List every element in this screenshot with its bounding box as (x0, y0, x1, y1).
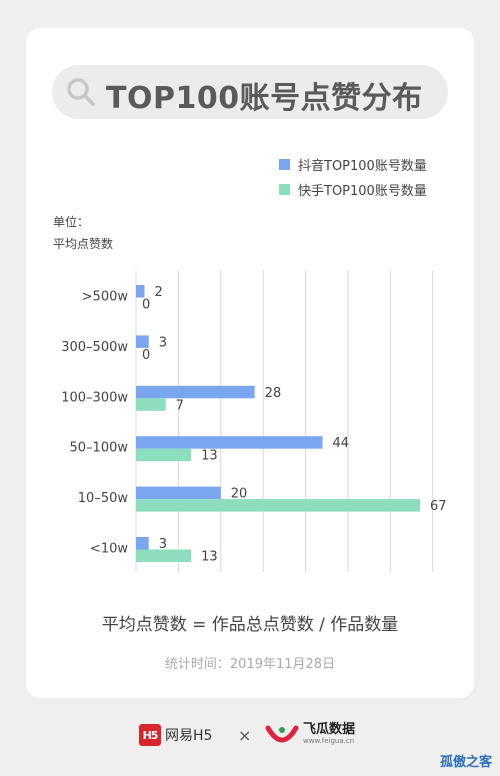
category-label-1: 300–500w (61, 340, 128, 355)
legend-item-kuaishou: 快手TOP100账号数量 (279, 180, 427, 199)
bar-douyin-5 (136, 537, 149, 550)
feigua-name: 飞瓜数据 (303, 721, 356, 737)
bar-kuaishou-4 (136, 499, 420, 512)
category-label-0: >500w (82, 290, 129, 305)
category-label-5: <10w (90, 542, 128, 557)
netease-h5-text: 网易H5 (165, 728, 213, 744)
value-label-douyin-5: 3 (159, 537, 167, 552)
watermark: 孤傲之客 (439, 755, 492, 770)
stat-date: 统计时间：2019年11月28日 (164, 657, 336, 672)
netease-h5-logo: H5 网易H5 (139, 724, 212, 746)
legend-label-kuaishou: 快手TOP100账号数量 (298, 183, 427, 199)
unit-label-line2: 平均点赞数 (53, 237, 114, 251)
search-icon (67, 78, 95, 106)
chart-card (26, 28, 474, 698)
category-label-4: 10–50w (78, 491, 129, 506)
footer: H5 网易H5 × 飞瓜数据 www.feigua.cn (0, 722, 500, 752)
formula-text: 平均点赞数 = 作品总点赞数 / 作品数量 (101, 615, 399, 635)
feigua-logo: 飞瓜数据 www.feigua.cn (265, 722, 355, 746)
value-label-douyin-0: 2 (154, 285, 162, 300)
legend-item-douyin: 抖音TOP100账号数量 (279, 155, 427, 174)
unit-label-line1: 单位： (53, 215, 90, 229)
chart-title: TOP100账号点赞分布 (106, 81, 423, 116)
value-label-douyin-1: 3 (159, 335, 167, 350)
bar-kuaishou-2 (136, 398, 166, 411)
value-label-douyin-2: 28 (265, 386, 282, 401)
value-label-kuaishou-1: 0 (142, 348, 150, 363)
feigua-url: www.feigua.cn (303, 736, 355, 745)
legend-label-douyin: 抖音TOP100账号数量 (298, 158, 427, 174)
bar-douyin-1 (136, 335, 149, 348)
value-label-douyin-4: 20 (231, 487, 248, 502)
value-label-kuaishou-3: 13 (201, 449, 218, 464)
bar-douyin-3 (136, 436, 323, 449)
category-label-2: 100–300w (61, 390, 128, 405)
legend-swatch-kuaishou (279, 183, 290, 195)
value-label-kuaishou-5: 13 (201, 550, 218, 565)
separator-cross: × (238, 726, 252, 745)
value-label-kuaishou-2: 7 (176, 398, 184, 413)
value-label-kuaishou-4: 67 (430, 499, 447, 514)
bar-douyin-2 (136, 385, 255, 399)
bar-douyin-0 (136, 285, 145, 298)
bar-kuaishou-5 (136, 549, 192, 562)
category-label-3: 50–100w (70, 441, 129, 456)
value-label-kuaishou-0: 0 (142, 298, 150, 313)
title-pill: TOP100账号点赞分布 (52, 65, 448, 119)
bar-kuaishou-3 (136, 448, 192, 462)
bar-douyin-4 (136, 486, 221, 500)
feigua-icon (265, 725, 299, 743)
legend-swatch-douyin (279, 158, 290, 170)
netease-h5-mark: H5 (139, 724, 161, 746)
value-label-douyin-3: 44 (333, 436, 350, 451)
